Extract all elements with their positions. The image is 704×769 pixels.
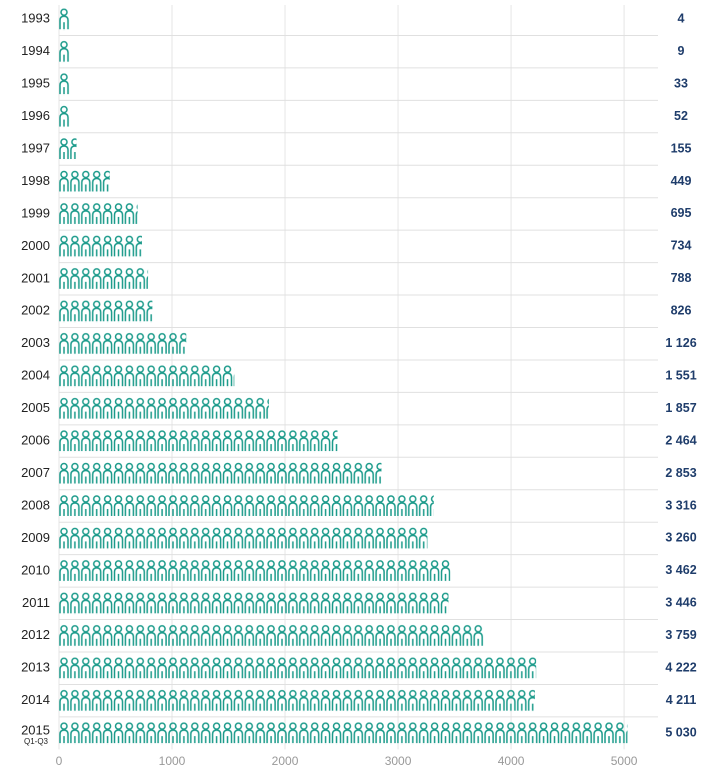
y-tick-label: 2002 [21, 303, 50, 318]
y-tick-label: 1999 [21, 205, 50, 220]
value-label: 2 853 [665, 466, 696, 480]
value-label: 734 [671, 239, 692, 253]
y-tick-label: 1998 [21, 173, 50, 188]
value-label: 1 857 [665, 401, 696, 415]
bar [59, 267, 149, 290]
y-tick-label: 2011 [22, 595, 50, 610]
x-tick-label: 1000 [159, 754, 186, 768]
value-label: 449 [671, 174, 692, 188]
value-label: 1 551 [665, 368, 696, 382]
value-label: 155 [671, 141, 692, 155]
bar [59, 592, 449, 615]
value-label: 9 [678, 44, 685, 58]
bar [59, 235, 142, 258]
y-tick-label: 2006 [21, 433, 50, 448]
y-tick-label: 2015 [21, 723, 50, 738]
value-label: 788 [671, 271, 692, 285]
bar [59, 689, 535, 712]
x-tick-label: 3000 [385, 754, 412, 768]
value-label: 695 [671, 206, 692, 220]
y-tick-label: 2013 [21, 660, 50, 675]
y-tick-label: 2010 [21, 562, 50, 577]
bar [59, 73, 70, 96]
value-label: 2 464 [665, 433, 696, 447]
y-tick-label: 2004 [21, 368, 50, 383]
bar [59, 40, 70, 63]
y-tick-label: 1996 [21, 108, 50, 123]
bar [59, 202, 138, 225]
bar [59, 527, 428, 550]
bar [59, 138, 77, 161]
value-label: 33 [674, 76, 688, 90]
value-label: 3 260 [665, 531, 696, 545]
value-label: 52 [674, 109, 688, 123]
value-label: 4 211 [666, 693, 697, 707]
y-tick-label: 2012 [21, 627, 50, 642]
y-tick-label: 2007 [21, 465, 50, 480]
bar [59, 365, 235, 388]
value-label: 3 759 [665, 628, 696, 642]
value-label: 3 316 [665, 498, 696, 512]
bar [59, 430, 338, 453]
bar [59, 105, 70, 128]
bar [59, 722, 628, 745]
y-tick-label: 1997 [21, 140, 50, 155]
value-label: 5 030 [665, 725, 696, 739]
bar [59, 8, 70, 31]
y-tick-label: 2009 [21, 530, 50, 545]
y-tick-label: 2003 [21, 335, 50, 350]
value-label: 3 462 [665, 563, 696, 577]
value-label: 1 126 [665, 336, 696, 350]
y-tick-label: 2000 [21, 238, 50, 253]
y-tick-label: 2008 [21, 497, 50, 512]
x-tick-label: 0 [56, 754, 63, 768]
category-note: Q1-Q3 [24, 737, 49, 746]
y-tick-label: 2001 [21, 270, 50, 285]
value-label: 4 [678, 12, 685, 26]
value-label: 3 446 [665, 596, 696, 610]
bar [59, 397, 269, 420]
bar [59, 332, 187, 355]
value-label: 826 [671, 304, 692, 318]
bar [59, 300, 153, 323]
x-tick-label: 5000 [611, 754, 638, 768]
bar [59, 170, 110, 193]
bar [59, 559, 451, 582]
bar [59, 494, 434, 517]
x-tick-label: 4000 [498, 754, 525, 768]
bar [59, 462, 382, 485]
bar [59, 657, 537, 680]
y-tick-label: 1995 [21, 76, 50, 91]
bar [59, 624, 484, 647]
y-tick-label: 1993 [21, 11, 50, 26]
y-tick-label: 2014 [21, 692, 50, 707]
value-label: 4 222 [665, 661, 696, 675]
y-tick-label: 2005 [21, 400, 50, 415]
x-tick-label: 2000 [272, 754, 299, 768]
y-tick-label: 1994 [21, 43, 50, 58]
